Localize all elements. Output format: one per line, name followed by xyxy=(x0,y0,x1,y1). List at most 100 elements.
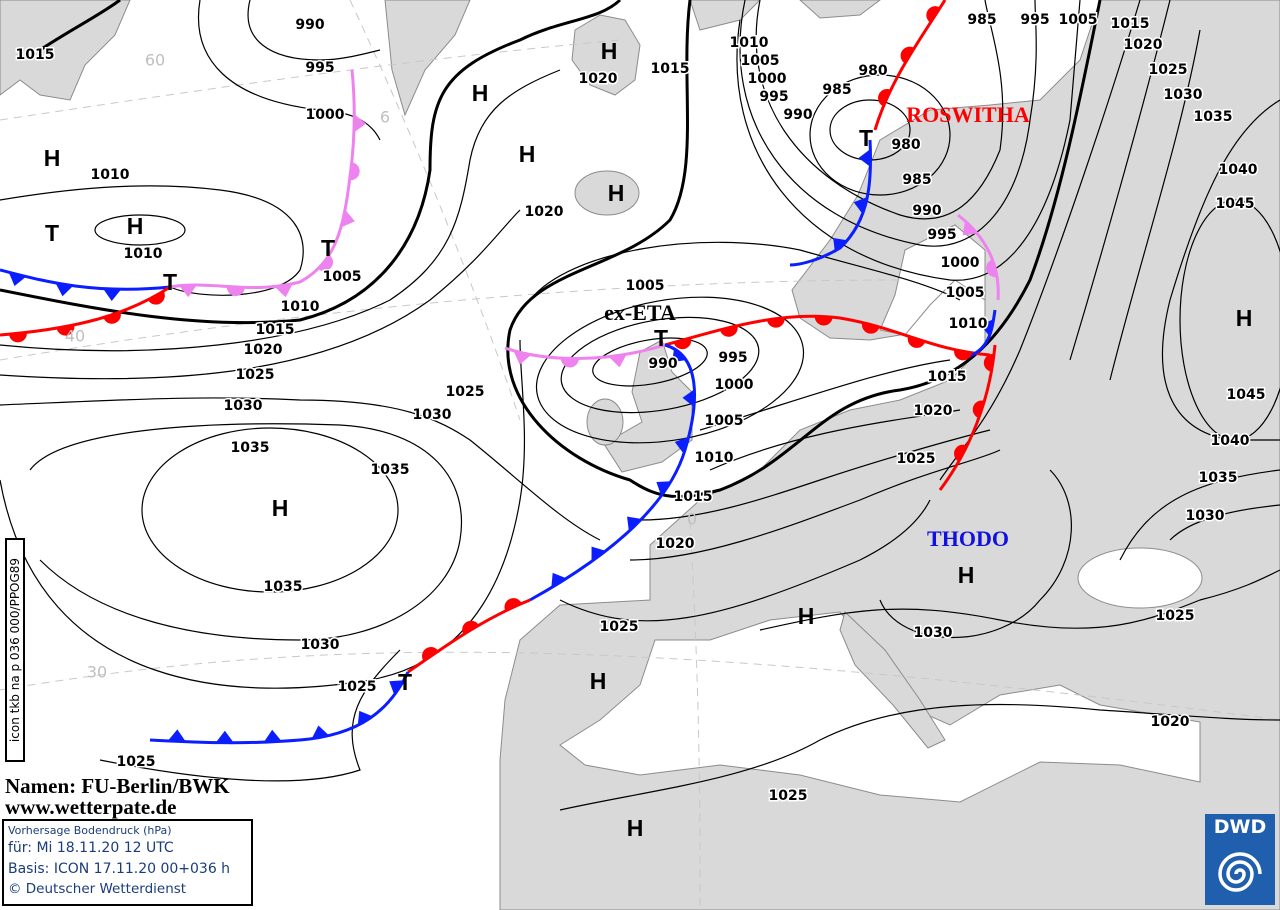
info-valid-time: für: Mi 18.11.20 12 UTC xyxy=(8,840,174,856)
dwd-logo-text: DWD xyxy=(1213,816,1267,838)
isobar-label: 1010 xyxy=(124,246,163,262)
pressure-center-label: T xyxy=(321,235,335,261)
isobar-label: 1040 xyxy=(1219,162,1258,178)
isobar-label: 1010 xyxy=(730,35,769,51)
info-copyright: © Deutscher Wetterdienst xyxy=(8,881,187,897)
front-triangle-icon xyxy=(311,725,330,739)
front-triangle-icon xyxy=(167,729,186,742)
isobar-label: 1035 xyxy=(231,440,270,456)
front-semicircle-icon xyxy=(8,332,27,343)
isobar-label: 1015 xyxy=(1111,16,1150,32)
pressure-center-label: H xyxy=(519,141,536,167)
isobar-label: 1015 xyxy=(928,369,967,385)
system-name-thodo: THODO xyxy=(927,526,1009,551)
isobar-label: 1025 xyxy=(769,788,808,804)
credit-website: www.wetterpate.de xyxy=(5,795,177,819)
isobar-label: 1025 xyxy=(236,367,275,383)
isobar-label: 1000 xyxy=(306,107,345,123)
pressure-center-label: H xyxy=(1236,305,1253,331)
credit-names: Namen: FU-Berlin/BWK xyxy=(5,774,230,798)
isobars xyxy=(0,0,1280,811)
front-triangle-icon xyxy=(674,436,689,454)
isobar-label: 1000 xyxy=(715,377,754,393)
pressure-center-label: T xyxy=(654,325,668,351)
isobar-label: 1040 xyxy=(1211,433,1250,449)
isobar-label: 980 xyxy=(891,137,920,153)
isobar-label: 1020 xyxy=(1151,714,1190,730)
isobar-label: 1035 xyxy=(371,462,410,478)
ireland xyxy=(586,398,624,446)
pressure-center-label: H xyxy=(627,815,644,841)
isobar-label: 1005 xyxy=(741,53,780,69)
front-triangle-icon xyxy=(341,209,355,228)
isobar-label: 985 xyxy=(967,12,996,28)
isobar-label: 1015 xyxy=(674,489,713,505)
front-triangle-icon xyxy=(980,318,995,337)
isobar-label: 1030 xyxy=(224,398,263,414)
isobar-label: 1005 xyxy=(705,413,744,429)
isobar-label: 985 xyxy=(822,82,851,98)
isobar-label: 1005 xyxy=(323,269,362,285)
front-triangle-icon xyxy=(357,710,374,726)
isobar-label: 1020 xyxy=(525,204,564,220)
pressure-centers: H T H T T H H H H T T H H H H H H T xyxy=(44,38,1253,841)
pressure-center-label: H xyxy=(608,180,625,206)
front-triangle-icon xyxy=(656,481,672,497)
isobar-label: 1045 xyxy=(1227,387,1266,403)
front-semicircle-icon xyxy=(422,647,439,662)
isobar-label: 1030 xyxy=(301,637,340,653)
isobar-label: 1025 xyxy=(117,754,156,770)
isobar-label: 1020 xyxy=(579,71,618,87)
front-triangle-icon xyxy=(8,272,27,287)
front-triangle-icon xyxy=(55,282,74,297)
isobar-label: 1015 xyxy=(16,47,55,63)
latitude-label: 30 xyxy=(87,663,107,682)
isobar-label: 1010 xyxy=(949,316,988,332)
isobar-label: 995 xyxy=(305,60,334,76)
front-semicircle-icon xyxy=(673,337,692,350)
isobar-label: 1010 xyxy=(695,450,734,466)
isobar-label: 1025 xyxy=(897,451,936,467)
iceland xyxy=(574,170,640,216)
system-name-ex-eta: ex-ETA xyxy=(604,300,676,325)
front-semicircle-icon xyxy=(983,353,995,372)
info-basis: Basis: ICON 17.11.20 00+036 h xyxy=(8,861,231,877)
cold-front xyxy=(149,671,410,745)
front-triangle-icon xyxy=(833,237,848,253)
pressure-center-label: T xyxy=(45,220,59,246)
pressure-center-label: H xyxy=(272,495,289,521)
front-semicircle-icon xyxy=(986,259,998,278)
front-semicircle-icon xyxy=(878,89,891,107)
front-triangle-icon xyxy=(608,354,627,368)
isobar-label: 990 xyxy=(648,356,677,372)
model-run-id: icon tkb na p 036 000/PPOG89 xyxy=(5,538,25,762)
front-triangle-icon xyxy=(354,114,367,133)
front-triangle-icon xyxy=(551,572,567,588)
isobar-label: 1020 xyxy=(244,342,283,358)
isobar-label: 1020 xyxy=(1124,37,1163,53)
svalbard xyxy=(571,14,641,96)
front-semicircle-icon xyxy=(56,324,75,336)
isobar-label: 995 xyxy=(927,227,956,243)
front-semicircle-icon xyxy=(349,162,360,181)
isobar-label: 1025 xyxy=(1156,608,1195,624)
front-semicircle-icon xyxy=(462,620,479,635)
pressure-center-label: H xyxy=(44,145,61,171)
front-triangle-icon xyxy=(853,196,868,215)
isobar-label: 1035 xyxy=(264,579,303,595)
front-triangle-icon xyxy=(389,680,405,696)
front-triangle-icon xyxy=(627,516,642,532)
isobar-label: 1025 xyxy=(600,619,639,635)
pressure-center-label: T xyxy=(163,269,177,295)
front-triangle-icon xyxy=(263,729,282,743)
isobar-label: 1010 xyxy=(281,299,320,315)
model-run-id-text: icon tkb na p 036 000/PPOG89 xyxy=(8,557,22,743)
pressure-center-label: H xyxy=(590,668,607,694)
front-triangle-icon xyxy=(215,730,234,743)
isobar-label: 1000 xyxy=(941,255,980,271)
isobar-label: 1030 xyxy=(1186,508,1225,524)
front-semicircle-icon xyxy=(103,311,121,324)
isobar-label: 1005 xyxy=(946,285,985,301)
front-semicircle-icon xyxy=(719,325,738,337)
